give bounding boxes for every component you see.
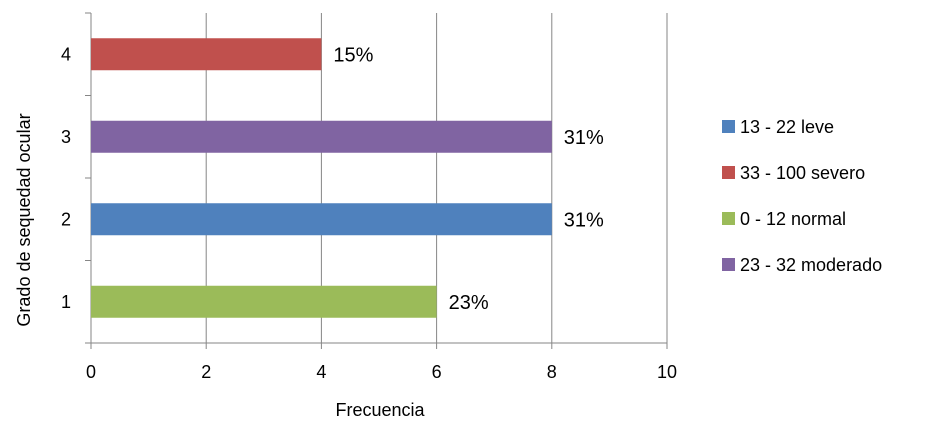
legend-label: 33 - 100 severo — [740, 163, 865, 183]
legend: 13 - 22 leve 33 - 100 severo 0 - 12 normal… — [722, 117, 882, 275]
legend-swatch — [722, 258, 735, 271]
x-tick-label: 0 — [86, 362, 96, 382]
legend-label: 13 - 22 leve — [740, 117, 834, 137]
data-label: 15% — [333, 44, 373, 66]
y-tick-label: 1 — [61, 292, 71, 312]
x-tick-label: 2 — [201, 362, 211, 382]
y-tick-label: 4 — [61, 44, 71, 64]
y-tick-label: 3 — [61, 127, 71, 147]
y-axis-title: Grado de sequedad ocular — [14, 113, 34, 326]
legend-label: 23 - 32 moderado — [740, 255, 882, 275]
data-label: 31% — [564, 209, 604, 231]
y-tick-label: 2 — [61, 209, 71, 229]
bar-1 — [91, 285, 437, 318]
x-axis-title: Frecuencia — [335, 400, 425, 420]
data-label: 23% — [449, 292, 489, 314]
legend-swatch — [722, 212, 735, 225]
bar-3 — [91, 120, 552, 153]
x-tick-label: 10 — [657, 362, 677, 382]
legend-swatch — [722, 166, 735, 179]
bar-2 — [91, 203, 552, 236]
x-tick-label: 6 — [432, 362, 442, 382]
legend-swatch — [722, 120, 735, 133]
data-label: 31% — [564, 127, 604, 149]
data-labels: 23% 31% 31% 15% — [333, 44, 604, 314]
bar-4 — [91, 38, 322, 71]
bars — [91, 38, 552, 318]
legend-label: 0 - 12 normal — [740, 209, 846, 229]
x-tick-label: 8 — [547, 362, 557, 382]
x-tick-label: 4 — [316, 362, 326, 382]
